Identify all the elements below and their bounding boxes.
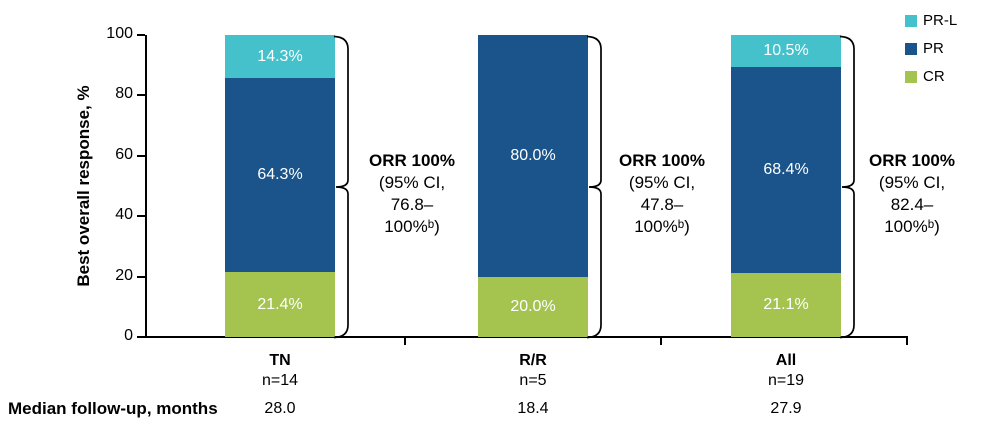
bar-segment-pr-l-tn: 14.3% (225, 35, 335, 79)
xtick-mark (404, 338, 406, 345)
bar-value-label: 80.0% (510, 146, 556, 164)
annotation-line: ORR 100% (369, 151, 455, 170)
orr-brace (587, 35, 602, 339)
category-n-label: n=5 (519, 372, 547, 389)
y-axis-title: Best overall response, % (74, 85, 93, 287)
bar-segment-cr-rr: 20.0% (478, 276, 588, 337)
ytick-mark (137, 94, 145, 97)
legend-item-pr: PR (905, 40, 944, 57)
annotation-line: (95% CI, (628, 173, 696, 192)
ytick-mark (137, 336, 145, 338)
bar-segment-cr-all: 21.1% (731, 273, 841, 337)
category-label: All (775, 352, 797, 369)
legend-label: CR (923, 68, 945, 85)
bar-value-label: 68.4% (763, 160, 809, 178)
ytick-mark (137, 215, 145, 218)
footer-label: Median follow-up, months (8, 399, 218, 418)
xtick-mark (906, 338, 908, 345)
bar-value-label: 21.4% (257, 295, 303, 313)
legend-item-cr: CR (905, 68, 945, 85)
ytick-label: 60 (115, 145, 133, 163)
annotation-line: ORR 100% (869, 151, 955, 170)
bar-value-label: 21.1% (763, 296, 809, 314)
legend-label: PR (923, 40, 944, 57)
bar-segment-cr-tn: 21.4% (225, 272, 335, 337)
bar-value-label: 14.3% (257, 47, 303, 65)
annotation-line: 100%ᵇ) (634, 217, 690, 236)
x-axis-line (145, 336, 908, 338)
annotation-line: (95% CI, (378, 173, 446, 192)
category-label: R/R (519, 352, 547, 369)
annotation-line: 76.8– (390, 195, 434, 214)
legend-label: PR-L (923, 12, 958, 29)
annotation-line: ORR 100% (619, 151, 705, 170)
category-label: TN (269, 352, 291, 369)
orr-annotation: ORR 100% (95% CI, 82.4– 100%ᵇ) (850, 150, 974, 238)
category-n-label: n=14 (261, 372, 299, 389)
ytick-mark (137, 275, 145, 278)
legend-swatch-pr (905, 42, 917, 55)
bar-value-label: 64.3% (257, 166, 303, 184)
bar-segment-pr-rr: 80.0% (478, 35, 588, 277)
bar-value-label: 20.0% (510, 297, 556, 315)
annotation-line: (95% CI, (878, 173, 946, 192)
ytick-label: 100 (106, 25, 133, 42)
ytick-label: 80 (115, 85, 133, 103)
bar-segment-pr-l-all: 10.5% (731, 35, 841, 67)
ytick-mark (137, 34, 145, 36)
ytick-mark (137, 154, 145, 157)
legend-swatch-cr (905, 70, 917, 83)
footer-value: 27.9 (770, 400, 802, 417)
ytick-label: 0 (124, 327, 133, 344)
annotation-line: 100%ᵇ) (884, 217, 940, 236)
bar-value-label: 10.5% (763, 41, 809, 59)
ytick-label: 20 (115, 266, 133, 284)
orr-annotation: ORR 100% (95% CI, 76.8– 100%ᵇ) (350, 150, 474, 238)
footer-value: 18.4 (517, 400, 549, 417)
legend-item-pr-l: PR-L (905, 12, 957, 29)
xtick-mark (660, 338, 662, 345)
legend-swatch-pr-l (905, 14, 917, 27)
bar-segment-pr-tn: 64.3% (225, 78, 335, 273)
footer-value: 28.0 (264, 400, 296, 417)
annotation-line: 100%ᵇ) (384, 217, 440, 236)
ytick-label: 40 (115, 206, 133, 224)
orr-brace (840, 35, 855, 339)
bar-segment-pr-all: 68.4% (731, 66, 841, 274)
annotation-line: 47.8– (640, 195, 684, 214)
y-axis-line (145, 35, 147, 338)
category-n-label: n=19 (767, 372, 805, 389)
orr-brace (334, 35, 349, 339)
orr-annotation: ORR 100% (95% CI, 47.8– 100%ᵇ) (600, 150, 724, 238)
annotation-line: 82.4– (890, 195, 934, 214)
